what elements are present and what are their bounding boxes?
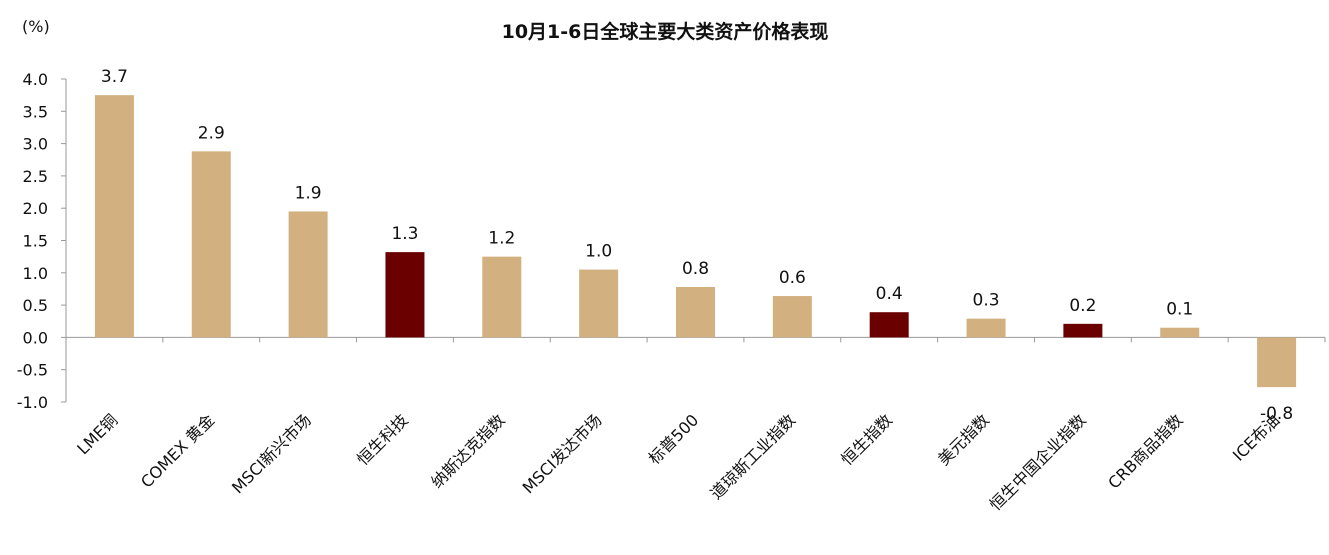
bar: [191, 151, 231, 338]
category-label: 美元指数: [934, 410, 993, 469]
y-tick-label: -0.5: [17, 361, 48, 380]
category-label: COMEX 黄金: [137, 410, 218, 491]
category-label: LME铜: [73, 410, 121, 458]
y-tick-label: 3.0: [23, 135, 48, 154]
y-tick-label: 2.0: [23, 199, 48, 218]
bar: [1160, 327, 1200, 338]
data-label: 0.2: [1069, 296, 1096, 316]
data-label: 2.9: [198, 123, 225, 143]
bar: [1257, 337, 1297, 388]
data-label: 0.6: [779, 268, 806, 288]
bar: [385, 252, 425, 338]
data-label: -0.8: [1260, 404, 1293, 424]
category-label: 道琼斯工业指数: [707, 410, 800, 503]
bar: [966, 318, 1006, 338]
bar: [869, 312, 909, 338]
category-label: 恒生指数: [837, 410, 896, 469]
category-label: 恒生中国企业指数: [986, 410, 1090, 514]
category-label: MSCI新兴市场: [228, 410, 315, 497]
bar: [579, 269, 619, 338]
data-label: 3.7: [101, 67, 128, 87]
category-label: MSCI发达市场: [519, 410, 606, 497]
bar: [288, 211, 328, 338]
y-tick-label: 3.5: [23, 102, 48, 121]
data-label: 0.8: [682, 259, 709, 279]
category-label: ICE布油: [1229, 410, 1283, 464]
data-label: 1.3: [391, 224, 418, 244]
bar: [1063, 323, 1103, 338]
bar: [482, 256, 522, 338]
data-label: 1.9: [295, 183, 322, 203]
bar: [676, 287, 715, 338]
y-axis: 4.0 3.5 3.0 2.5 2.0 1.5 1.0 0.5 0.0 -0.5 -1.0: [17, 70, 67, 412]
y-tick-label: 2.5: [23, 167, 48, 186]
y-tick-label: -1.0: [17, 393, 48, 412]
data-label: 0.3: [973, 291, 1000, 311]
category-label: CRB商品指数: [1104, 410, 1186, 492]
data-label: 1.2: [488, 229, 515, 249]
y-tick-label: 0.5: [23, 296, 48, 315]
category-label: 恒生科技: [353, 410, 412, 469]
data-labels-group: 3.7 2.9 1.9 1.3 1.2 1.0 0.8 0.6 0.4 0.3 0.2 0.1 -0.8: [101, 67, 1293, 424]
category-label: 纳斯达克指数: [427, 410, 508, 491]
y-tick-label: 1.5: [23, 232, 48, 251]
data-label: 0.1: [1166, 300, 1193, 320]
bars-group: [94, 95, 1297, 388]
category-label: 标普500: [645, 410, 703, 468]
y-tick-label: 1.0: [23, 264, 48, 283]
category-labels-group: LME铜 COMEX 黄金 MSCI新兴市场 恒生科技 纳斯达克指数 MSCI发达市场 标普…: [73, 410, 1283, 514]
bar: [772, 296, 812, 338]
data-label: 0.4: [876, 284, 903, 304]
chart-title: 10月1-6日全球主要大类资产价格表现: [502, 20, 829, 43]
data-label: 1.0: [585, 242, 612, 262]
y-tick-label: 0.0: [23, 328, 48, 347]
y-tick-label: 4.0: [23, 70, 48, 89]
bar: [94, 95, 134, 338]
x-axis: [65, 336, 1326, 343]
unit-label: (%): [22, 17, 50, 36]
